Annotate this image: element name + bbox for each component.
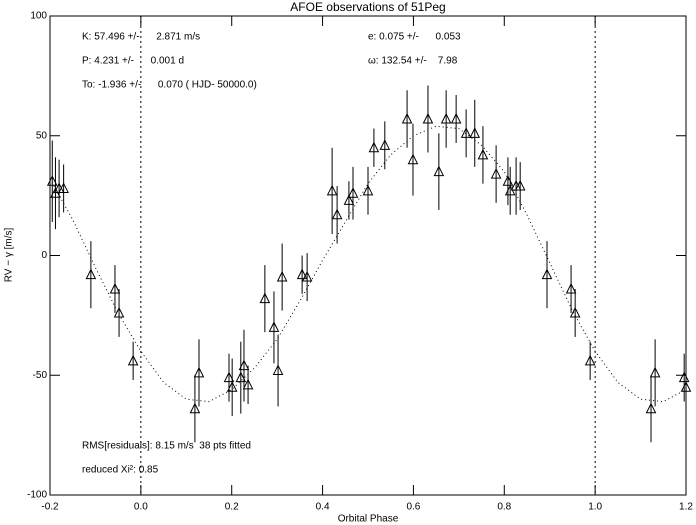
y-axis-label: RV − γ [m/s] — [4, 228, 15, 283]
data-point — [440, 112, 452, 124]
data-point — [259, 292, 271, 304]
data-point — [301, 270, 313, 282]
data-point — [565, 282, 577, 294]
data-point — [469, 127, 481, 138]
data-point — [368, 141, 380, 153]
x-tick-label: 0.4 — [316, 502, 330, 513]
x-tick-label: -0.2 — [41, 502, 59, 513]
y-tick-label: 50 — [36, 130, 48, 141]
data-point — [113, 306, 125, 318]
data-point — [58, 182, 69, 193]
x-tick-label: 0.2 — [225, 502, 239, 513]
annotation: RMS[residuals]: 8.15 m/s 38 pts fitted — [82, 441, 251, 452]
annotation: reduced Xi²: 0.85 — [82, 465, 159, 476]
data-point — [649, 366, 661, 378]
data-point — [189, 402, 201, 414]
data-point — [223, 371, 235, 383]
data-point — [242, 378, 254, 390]
annotation: P: 4.231 +/- 0.001 d — [82, 56, 184, 67]
data-point — [584, 354, 596, 366]
data-point — [276, 270, 288, 282]
data-point — [268, 321, 280, 332]
data-point — [272, 364, 284, 375]
data-point — [238, 359, 250, 371]
data-point — [46, 175, 58, 186]
data-point — [490, 167, 502, 179]
data-point — [645, 402, 657, 414]
x-tick-label: 1.2 — [679, 502, 693, 513]
y-tick-label: 0 — [41, 250, 47, 261]
data-point — [127, 354, 139, 366]
x-axis-label: Orbital Phase — [338, 514, 399, 525]
data-point — [226, 381, 238, 392]
data-point — [680, 381, 692, 392]
data-point — [401, 112, 413, 124]
data-point — [541, 268, 553, 280]
x-tick-label: 0.0 — [134, 502, 148, 513]
annotation: e: 0.075 +/- 0.053 — [368, 32, 461, 43]
y-tick-label: -100 — [27, 490, 47, 501]
data-point — [193, 366, 205, 378]
data-point — [296, 268, 308, 280]
annotation: To: -1.936 +/- 0.070 ( HJD- 50000.0) — [82, 80, 257, 91]
data-point — [450, 112, 462, 124]
data-point — [109, 282, 121, 294]
data-point — [326, 184, 338, 196]
data-point — [514, 179, 526, 191]
data-point — [347, 187, 359, 198]
annotation: ω: 132.54 +/- 7.98 — [368, 56, 458, 67]
data-point — [407, 153, 419, 165]
data-point — [331, 208, 343, 220]
data-point — [343, 194, 355, 205]
annotation: K: 57.496 +/- 2.871 m/s — [82, 32, 200, 43]
data-point — [460, 127, 472, 138]
data-point — [477, 148, 489, 160]
data-point — [235, 371, 247, 383]
data-point — [379, 139, 391, 150]
data-point — [362, 184, 374, 196]
data-point — [433, 165, 445, 177]
x-tick-label: 0.6 — [406, 502, 420, 513]
fit-curve — [49, 125, 687, 403]
data-point — [422, 112, 434, 124]
x-tick-label: 1.0 — [588, 502, 602, 513]
data-point — [569, 306, 581, 318]
data-point — [85, 268, 97, 280]
y-tick-label: -50 — [33, 370, 48, 381]
y-tick-label: 100 — [30, 11, 47, 22]
chart-title: AFOE observations of 51Peg — [290, 0, 445, 14]
x-tick-label: 0.8 — [497, 502, 511, 513]
